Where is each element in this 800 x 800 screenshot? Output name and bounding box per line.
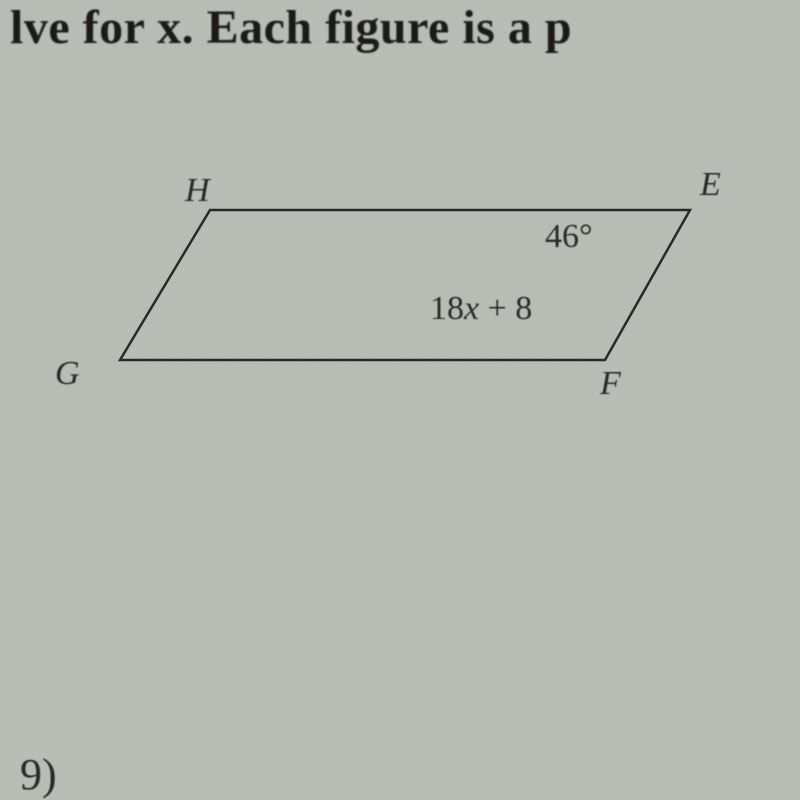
vertex-label-h: H (185, 172, 210, 210)
header-text: lve for x. Each figure is a p (0, 0, 800, 55)
expression-label: 18x + 8 (430, 290, 532, 328)
parallelogram-shape (60, 160, 740, 420)
parallelogram-diagram: H E F G 46° 18x + 8 (60, 160, 740, 420)
vertex-label-f: F (600, 365, 621, 403)
bottom-text: 9) (20, 749, 57, 800)
angle-label: 46° (545, 218, 593, 256)
vertex-label-e: E (700, 166, 721, 204)
vertex-label-g: G (55, 355, 80, 393)
